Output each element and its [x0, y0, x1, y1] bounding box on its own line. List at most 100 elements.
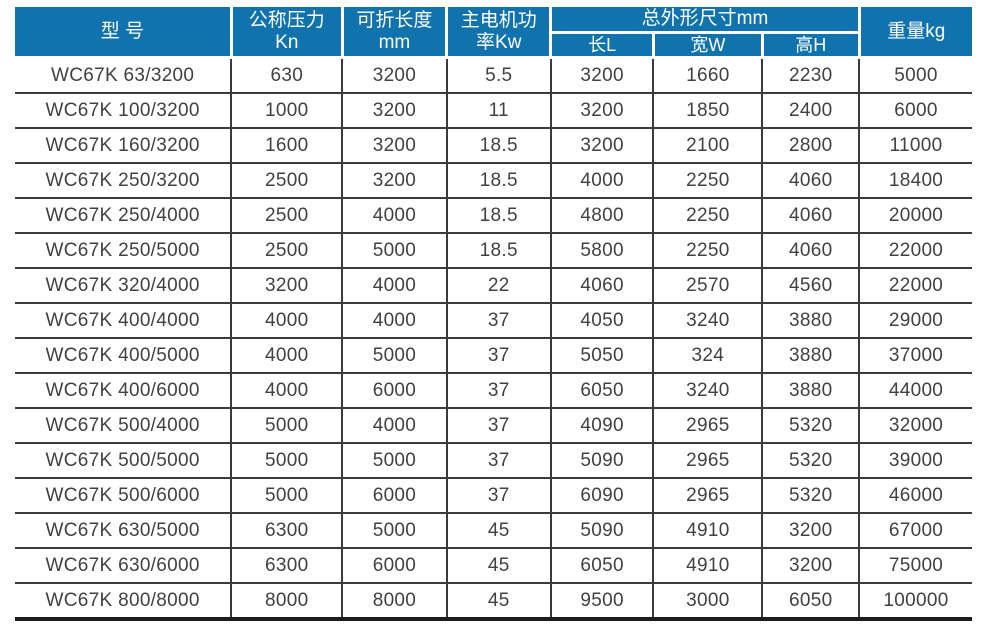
cell-fold-length: 4000	[341, 197, 448, 235]
table-row: WC67K 500/6000 5000 6000 37 6090 2965 5320 4600…	[15, 477, 972, 515]
cell-fold-length: 3200	[341, 162, 448, 200]
table-row: WC67K 500/4000 5000 4000 37 4090 2965 5320 3200…	[15, 407, 972, 445]
cell-dim-height: 4060	[761, 232, 861, 270]
cell-nominal-pressure: 1600	[230, 127, 344, 165]
cell-weight: 32000	[858, 407, 972, 445]
cell-fold-length: 4000	[341, 407, 448, 445]
cell-dim-length: 3200	[549, 127, 655, 165]
cell-fold-length: 3200	[341, 57, 448, 95]
cell-motor-power: 22	[445, 267, 552, 305]
table-row: WC67K 400/5000 4000 5000 37 5050 324 3880 37000	[15, 337, 972, 375]
cell-model: WC67K 63/3200	[15, 57, 233, 95]
cell-dim-height: 3880	[761, 337, 861, 375]
cell-model: WC67K 500/5000	[15, 442, 233, 480]
cell-fold-length: 6000	[341, 547, 448, 585]
cell-dim-height: 2800	[761, 127, 861, 165]
cell-dim-height: 5320	[761, 407, 861, 445]
cell-model: WC67K 100/3200	[15, 92, 233, 130]
cell-dim-height: 4560	[761, 267, 861, 305]
cell-dim-width: 3240	[652, 372, 764, 410]
col-header-dim-height: 高H	[760, 32, 861, 60]
cell-weight: 46000	[858, 477, 972, 515]
cell-dim-length: 3200	[549, 92, 655, 130]
cell-model: WC67K 400/6000	[15, 372, 233, 410]
cell-motor-power: 37	[445, 477, 552, 515]
cell-dim-length: 4050	[549, 302, 655, 340]
cell-weight: 39000	[858, 442, 972, 480]
table-row: WC67K 800/8000 8000 8000 45 9500 3000 6050 1000…	[15, 582, 972, 622]
cell-fold-length: 5000	[341, 337, 448, 375]
col-header-dim-length: 长L	[549, 32, 655, 60]
cell-dim-length: 4060	[549, 267, 655, 305]
cell-dim-height: 4060	[761, 162, 861, 200]
cell-weight: 37000	[858, 337, 972, 375]
press-brake-spec-table: 型 号 公称压力 Kn 可折长度 mm 主电机功 率Kw 总外形尺寸mm 重量k…	[15, 7, 972, 622]
cell-nominal-pressure: 8000	[230, 582, 344, 622]
cell-model: WC67K 250/4000	[15, 197, 233, 235]
cell-fold-length: 5000	[341, 442, 448, 480]
cell-dim-length: 5800	[549, 232, 655, 270]
cell-nominal-pressure: 5000	[230, 407, 344, 445]
table-row: WC67K 100/3200 1000 3200 11 3200 1850 2400 6000	[15, 92, 972, 130]
cell-dim-length: 4090	[549, 407, 655, 445]
col-header-nominal-pressure: 公称压力 Kn	[229, 7, 344, 60]
cell-fold-length: 4000	[341, 267, 448, 305]
cell-dim-length: 4000	[549, 162, 655, 200]
cell-weight: 100000	[858, 582, 972, 622]
col-header-weight: 重量kg	[857, 7, 972, 60]
cell-fold-length: 5000	[341, 232, 448, 270]
cell-fold-length: 8000	[341, 582, 448, 622]
cell-dim-length: 6050	[549, 547, 655, 585]
cell-nominal-pressure: 4000	[230, 337, 344, 375]
cell-model: WC67K 500/4000	[15, 407, 233, 445]
cell-motor-power: 18.5	[445, 232, 552, 270]
cell-weight: 20000	[858, 197, 972, 235]
cell-model: WC67K 800/8000	[15, 582, 233, 622]
cell-motor-power: 18.5	[445, 197, 552, 235]
cell-model: WC67K 250/5000	[15, 232, 233, 270]
cell-model: WC67K 400/5000	[15, 337, 233, 375]
cell-dim-width: 4910	[652, 547, 764, 585]
col-header-motor-power: 主电机功 率Kw	[445, 7, 553, 60]
cell-motor-power: 45	[445, 512, 552, 550]
cell-dim-width: 3240	[652, 302, 764, 340]
table-row: WC67K 630/6000 6300 6000 45 6050 4910 3200 7500…	[15, 547, 972, 585]
cell-fold-length: 3200	[341, 92, 448, 130]
cell-dim-length: 3200	[549, 57, 655, 95]
cell-fold-length: 6000	[341, 477, 448, 515]
table-row: WC67K 630/5000 6300 5000 45 5090 4910 3200 6700…	[15, 512, 972, 550]
cell-dim-length: 4800	[549, 197, 655, 235]
table-row: WC67K 250/5000 2500 5000 18.5 5800 2250 4060 22…	[15, 232, 972, 270]
cell-dim-width: 2250	[652, 197, 764, 235]
cell-nominal-pressure: 630	[230, 57, 344, 95]
table-body: WC67K 63/3200 630 3200 5.5 3200 1660 2230 5000 W…	[15, 57, 972, 622]
cell-motor-power: 37	[445, 372, 552, 410]
cell-nominal-pressure: 2500	[230, 162, 344, 200]
cell-dim-height: 3880	[761, 372, 861, 410]
cell-dim-height: 6050	[761, 582, 861, 622]
cell-model: WC67K 500/6000	[15, 477, 233, 515]
col-header-dim-width: 宽W	[651, 32, 764, 60]
cell-dim-length: 6090	[549, 477, 655, 515]
cell-motor-power: 37	[445, 337, 552, 375]
cell-dim-length: 5090	[549, 442, 655, 480]
cell-model: WC67K 630/5000	[15, 512, 233, 550]
cell-fold-length: 6000	[341, 372, 448, 410]
cell-dim-width: 3000	[652, 582, 764, 622]
cell-nominal-pressure: 4000	[230, 302, 344, 340]
cell-dim-height: 3880	[761, 302, 861, 340]
cell-motor-power: 18.5	[445, 127, 552, 165]
table-row: WC67K 400/6000 4000 6000 37 6050 3240 3880 4400…	[15, 372, 972, 410]
cell-dim-width: 2250	[652, 162, 764, 200]
spec-table-container: 型 号 公称压力 Kn 可折长度 mm 主电机功 率Kw 总外形尺寸mm 重量k…	[15, 7, 972, 622]
cell-dim-height: 5320	[761, 442, 861, 480]
table-row: WC67K 250/4000 2500 4000 18.5 4800 2250 4060 20…	[15, 197, 972, 235]
cell-dim-height: 2400	[761, 92, 861, 130]
cell-fold-length: 3200	[341, 127, 448, 165]
cell-dim-length: 5090	[549, 512, 655, 550]
cell-motor-power: 5.5	[445, 57, 552, 95]
cell-nominal-pressure: 1000	[230, 92, 344, 130]
cell-motor-power: 18.5	[445, 162, 552, 200]
cell-dim-width: 2965	[652, 477, 764, 515]
col-header-model-label: 型 号	[100, 20, 145, 42]
